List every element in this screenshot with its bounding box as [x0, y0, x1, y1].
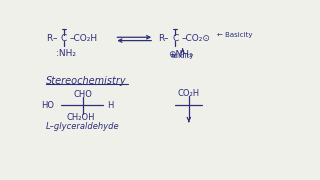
Text: acidity: acidity — [171, 53, 194, 58]
Text: –CO₂⊙: –CO₂⊙ — [181, 34, 210, 43]
Text: –CO₂H: –CO₂H — [70, 34, 98, 43]
Text: L–glyceraldehyde: L–glyceraldehyde — [46, 122, 120, 131]
Text: CO₂H: CO₂H — [178, 89, 200, 98]
Text: R: R — [158, 34, 164, 43]
Text: CH₂OH: CH₂OH — [67, 113, 95, 122]
Text: ← Basicity: ← Basicity — [217, 32, 253, 39]
Text: HO: HO — [41, 101, 54, 110]
Text: :NH₂: :NH₂ — [56, 49, 76, 58]
Text: R: R — [46, 34, 52, 43]
Text: ⊕NH₃: ⊕NH₃ — [168, 50, 192, 59]
Text: H: H — [107, 101, 113, 110]
Text: –: – — [52, 34, 57, 43]
Text: CHO: CHO — [74, 90, 93, 99]
Text: C: C — [60, 34, 67, 43]
Text: –: – — [164, 34, 168, 43]
Text: C: C — [172, 34, 178, 43]
Text: Stereochemistry: Stereochemistry — [46, 75, 127, 86]
